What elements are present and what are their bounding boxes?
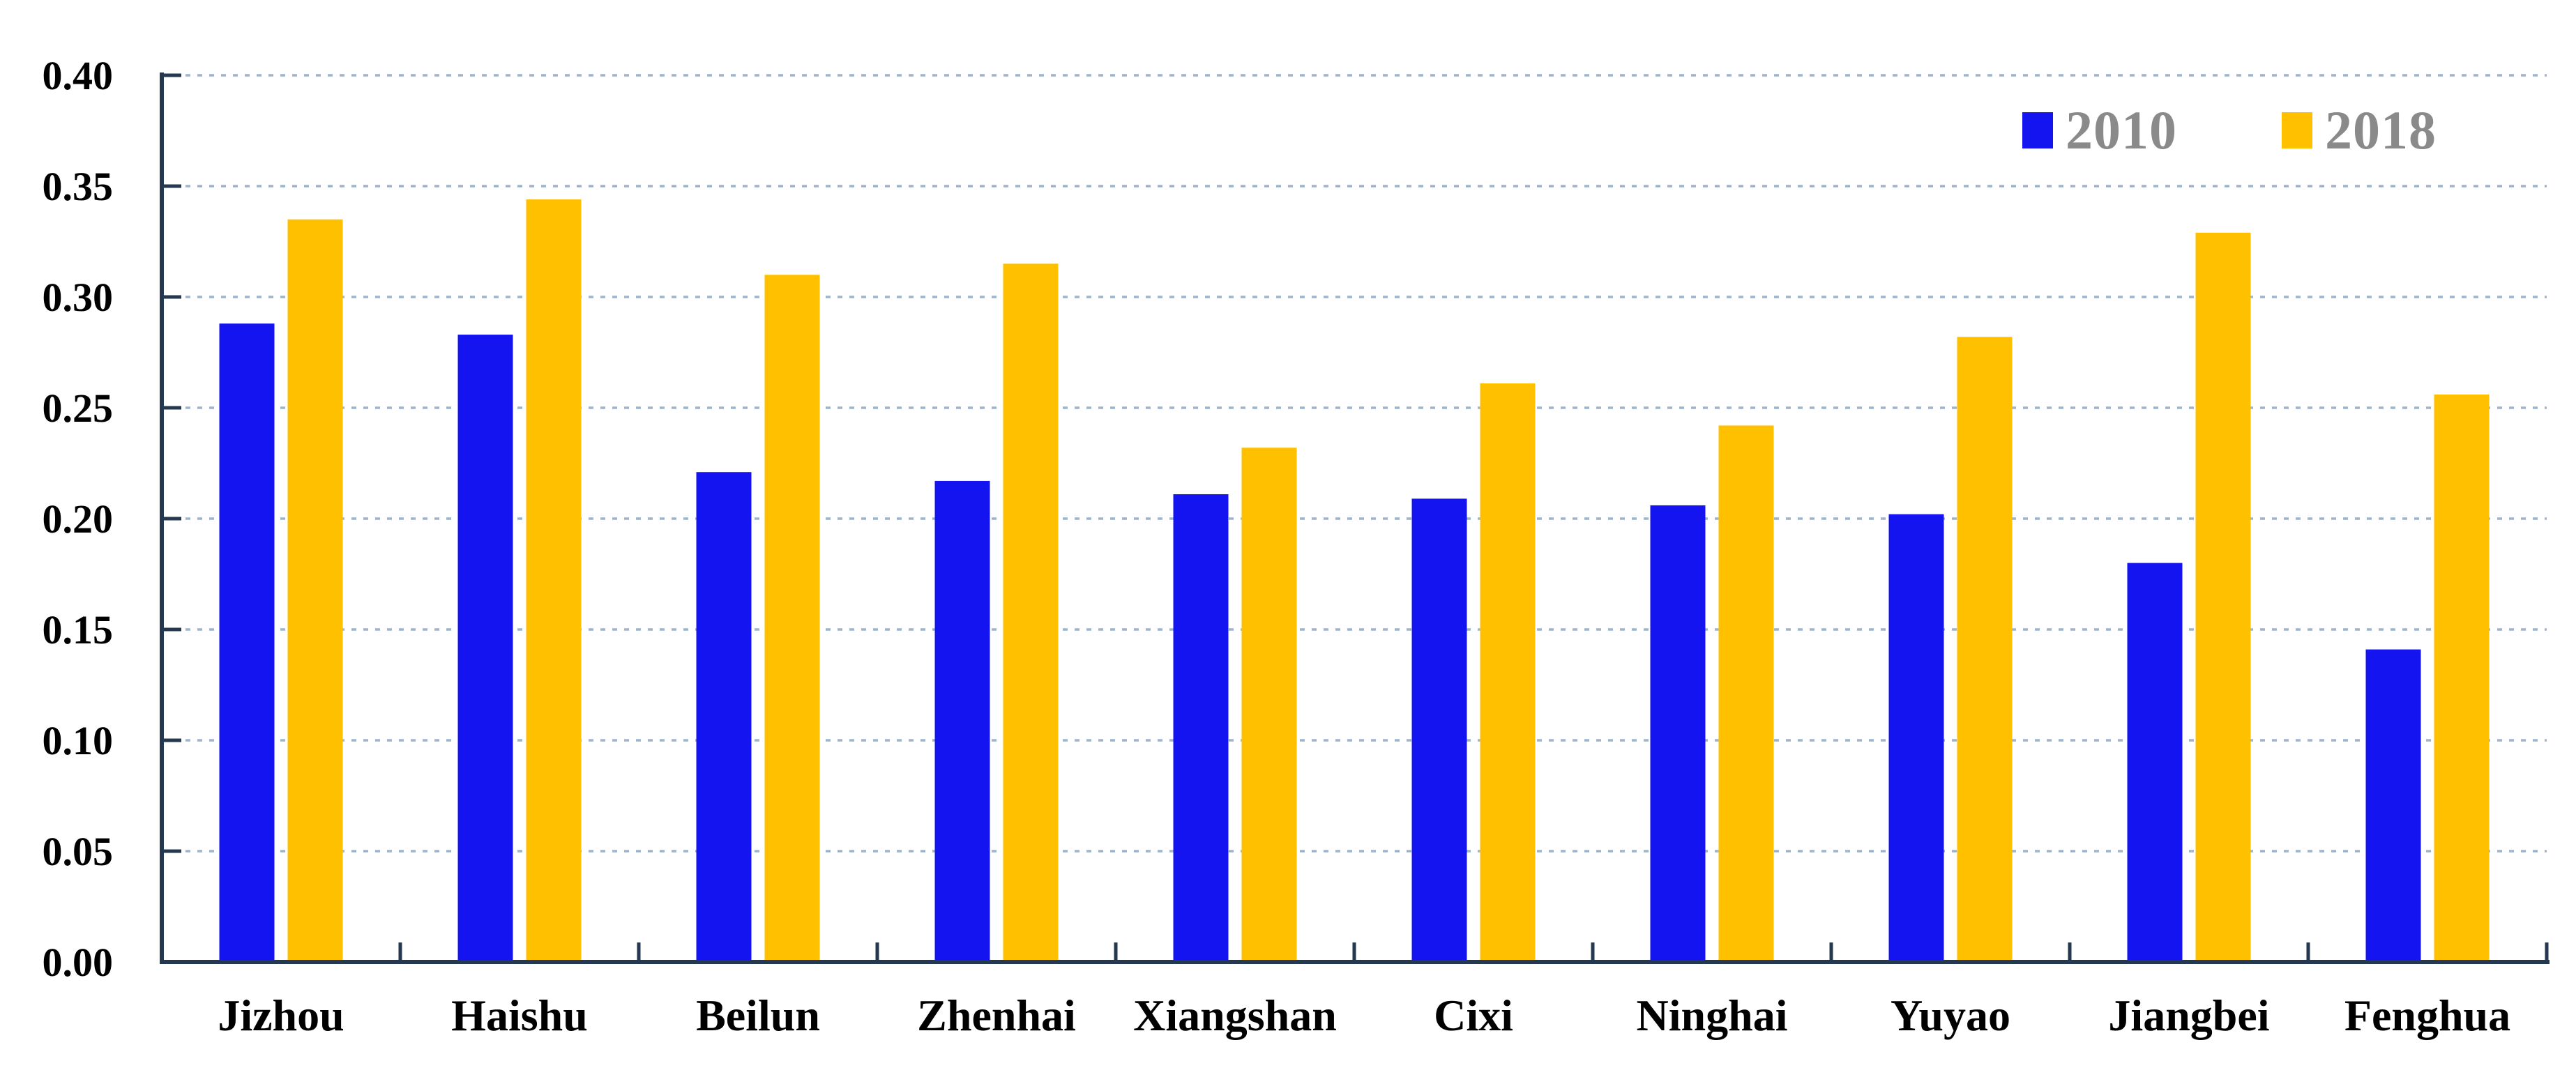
- y-tick-label: 0.05: [43, 829, 114, 874]
- bar-2010-haishu: [457, 335, 513, 962]
- x-category-label: Beilun: [696, 991, 820, 1040]
- y-tick-label: 0.25: [43, 385, 114, 431]
- y-tick-label: 0.35: [43, 164, 114, 209]
- bar-2010-yuyao: [1888, 514, 1944, 962]
- bar-2010-zhenhai: [934, 480, 990, 962]
- x-category-label: Zhenhai: [917, 991, 1076, 1040]
- bar-2018-zhenhai: [1003, 263, 1059, 962]
- bar-2018-ninghai: [1718, 425, 1774, 962]
- x-category-label: Jizhou: [218, 991, 344, 1040]
- bar-2018-jiangbei: [2195, 232, 2251, 962]
- bar-2010-cixi: [1411, 498, 1467, 962]
- x-category-label: Haishu: [451, 991, 588, 1040]
- bar-2018-cixi: [1480, 383, 1536, 962]
- x-category-label: Jiangbei: [2108, 991, 2269, 1040]
- bar-2010-fenghua: [2365, 649, 2421, 962]
- bar-2018-fenghua: [2434, 394, 2490, 962]
- bar-2010-xiangshan: [1173, 494, 1229, 962]
- x-category-label: Yuyao: [1891, 991, 2010, 1040]
- bar-2010-beilun: [696, 472, 752, 962]
- bar-2018-haishu: [526, 199, 582, 963]
- y-tick-label: 0.00: [43, 940, 114, 985]
- bar-2018-yuyao: [1957, 337, 2013, 962]
- bar-2018-jizhou: [287, 219, 343, 963]
- x-category-label: Xiangshan: [1133, 991, 1337, 1040]
- x-category-label: Ninghai: [1637, 991, 1788, 1040]
- y-tick-label: 0.10: [43, 718, 114, 763]
- bar-2018-xiangshan: [1241, 448, 1297, 962]
- bar-2010-ninghai: [1650, 505, 1706, 962]
- x-category-label: Fenghua: [2344, 991, 2510, 1040]
- bar-2018-beilun: [764, 275, 820, 962]
- y-tick-label: 0.20: [43, 496, 114, 542]
- y-tick-label: 0.30: [43, 275, 114, 320]
- y-tick-label: 0.15: [43, 607, 114, 652]
- y-tick-label: 0.40: [43, 53, 114, 98]
- bar-2010-jiangbei: [2127, 563, 2183, 962]
- bar-2010-jizhou: [219, 323, 275, 962]
- x-category-label: Cixi: [1434, 991, 1513, 1040]
